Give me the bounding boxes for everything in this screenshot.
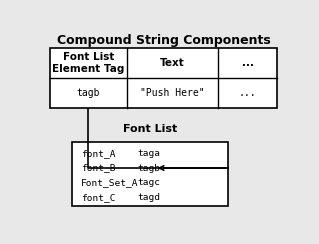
Text: font_B: font_B — [81, 163, 116, 173]
Text: "Push Here": "Push Here" — [140, 88, 205, 98]
Text: tagd: tagd — [137, 193, 160, 202]
Bar — [50, 48, 277, 108]
Text: ...: ... — [239, 88, 256, 98]
Text: Font List
Element Tag: Font List Element Tag — [52, 52, 125, 74]
Text: ...: ... — [242, 58, 254, 68]
Bar — [72, 142, 228, 206]
Text: tagb: tagb — [137, 163, 160, 173]
Text: Font_Set_A: Font_Set_A — [81, 178, 139, 187]
Text: Font List: Font List — [123, 123, 177, 133]
Text: tagb: tagb — [77, 88, 100, 98]
Text: Compound String Components: Compound String Components — [56, 34, 271, 47]
Text: tagc: tagc — [137, 178, 160, 187]
Text: Text: Text — [160, 58, 185, 68]
Text: font_C: font_C — [81, 193, 116, 202]
Text: font_A: font_A — [81, 149, 116, 158]
Text: taga: taga — [137, 149, 160, 158]
